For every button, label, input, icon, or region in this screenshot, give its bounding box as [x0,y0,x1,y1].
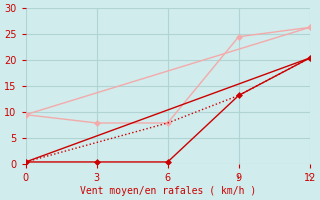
Text: ↖: ↖ [307,172,312,181]
Text: ↓: ↓ [236,172,241,181]
X-axis label: Vent moyen/en rafales ( km/h ): Vent moyen/en rafales ( km/h ) [80,186,256,196]
